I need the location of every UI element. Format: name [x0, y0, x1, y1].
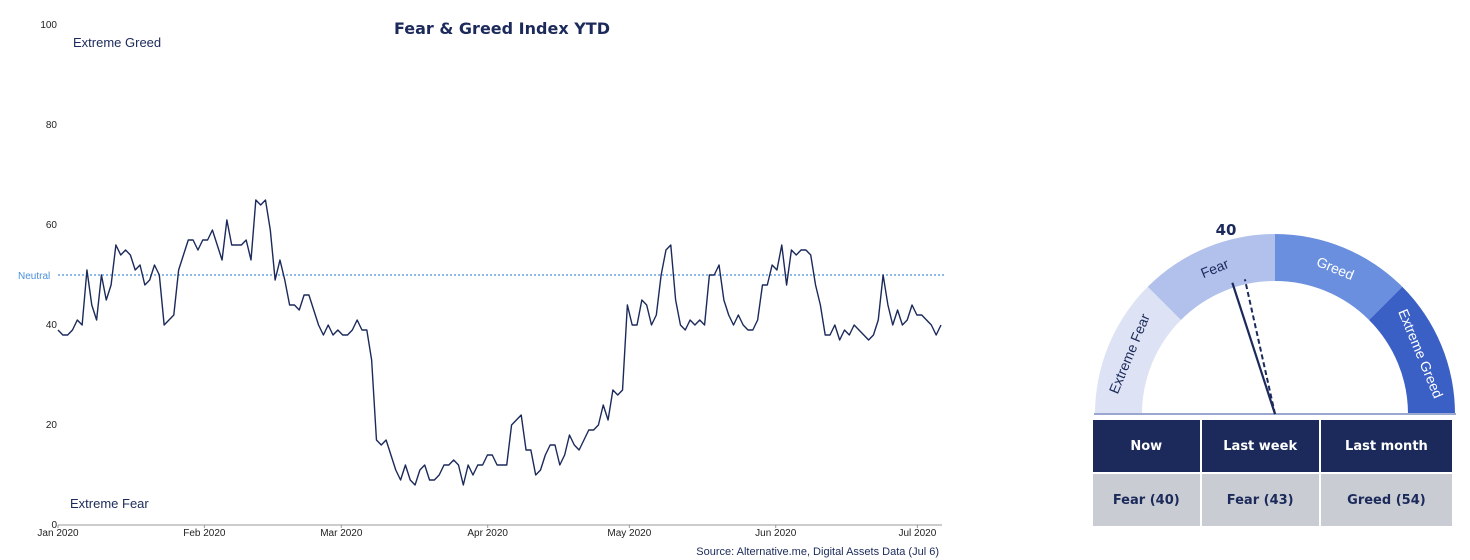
y-tick-label: 20	[46, 420, 58, 431]
x-tick-label: Jan 2020	[37, 528, 79, 539]
gauge-zone-extreme-fear	[1095, 286, 1181, 414]
summary-header-row: Now Last week Last month	[1093, 420, 1452, 472]
source-note: Source: Alternative.me, Digital Assets D…	[696, 546, 939, 558]
y-tick-label: 100	[40, 20, 57, 31]
y-tick-label: 60	[46, 220, 58, 231]
value-now: Fear (40)	[1093, 474, 1200, 526]
extreme-greed-zone-label: Extreme Greed	[73, 35, 161, 50]
summary-value-row: Fear (40) Fear (43) Greed (54)	[1093, 474, 1452, 526]
x-tick-label: May 2020	[607, 528, 651, 539]
x-axis-ticks: Jan 2020 Feb 2020 Mar 2020 Apr 2020 May 2020…	[37, 525, 937, 539]
gauge-zone-extreme-greed	[1369, 286, 1455, 414]
y-tick-label: 80	[46, 120, 58, 131]
x-tick-label: Mar 2020	[320, 528, 363, 539]
y-tick-label: 0	[51, 520, 57, 531]
x-tick-label: Apr 2020	[467, 528, 508, 539]
value-last-week: Fear (43)	[1201, 474, 1319, 526]
x-tick-label: Jul 2020	[898, 528, 936, 539]
sentiment-summary-table: Now Last week Last month Fear (40) Fear …	[1091, 418, 1454, 528]
gauge-current-value: 40	[1216, 221, 1237, 239]
x-tick-label: Feb 2020	[183, 528, 226, 539]
gauge-zone-greed	[1275, 234, 1403, 320]
gauge-needle-now	[1231, 282, 1277, 415]
header-now: Now	[1093, 420, 1200, 472]
y-axis-ticks: 0 20 40 60 80 100	[40, 20, 57, 531]
gauge-needle-last-week	[1243, 279, 1276, 415]
header-last-week: Last week	[1201, 420, 1319, 472]
x-tick-label: Jun 2020	[755, 528, 797, 539]
fear-greed-series-line	[57, 199, 942, 486]
fear-greed-gauge: Extreme Fear Fear Greed Extreme Greed 40	[1094, 221, 1456, 415]
chart-title: Fear & Greed Index YTD	[394, 19, 610, 38]
neutral-label: Neutral	[18, 271, 50, 282]
y-tick-label: 40	[46, 320, 58, 331]
gauge-zone-fear	[1147, 234, 1275, 320]
value-last-month: Greed (54)	[1320, 474, 1452, 526]
header-last-month: Last month	[1320, 420, 1452, 472]
extreme-fear-zone-label: Extreme Fear	[70, 496, 149, 511]
